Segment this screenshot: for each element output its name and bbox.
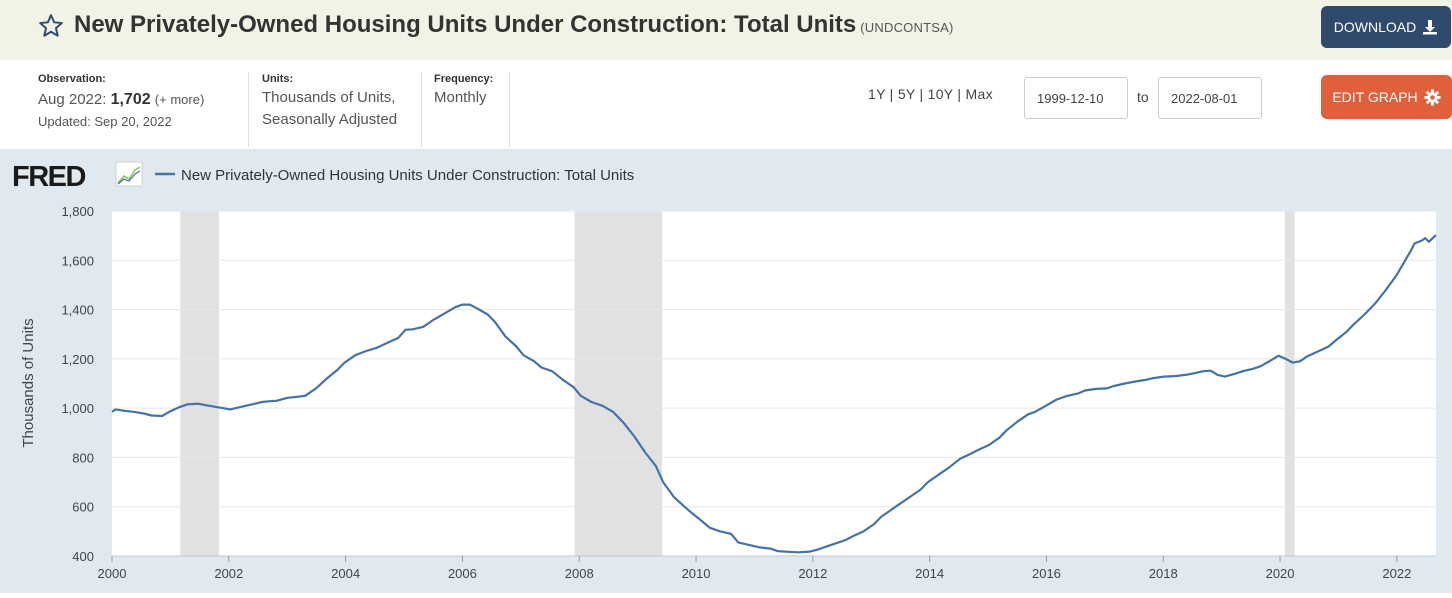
x-tick-2010: 2010	[682, 566, 711, 581]
observation-date: Aug 2022:	[38, 91, 107, 108]
y-tick-1,800: 1,800	[61, 204, 94, 219]
page-title: New Privately-Owned Housing Units Under …	[74, 11, 953, 39]
y-tick-1,400: 1,400	[61, 303, 94, 318]
units-line1: Thousands of Units,	[262, 89, 396, 106]
x-tick-2002: 2002	[214, 566, 243, 581]
y-tick-1,200: 1,200	[61, 352, 94, 367]
series-id: (UNDCONTSA)	[860, 20, 954, 35]
divider	[509, 72, 510, 147]
y-tick-600: 600	[72, 500, 94, 515]
download-label: DOWNLOAD	[1333, 19, 1417, 35]
edit-graph-label: EDIT GRAPH	[1332, 89, 1418, 105]
x-tick-2020: 2020	[1266, 566, 1295, 581]
start-date-input[interactable]: 1999-12-10	[1024, 77, 1128, 119]
updated-date: Updated: Sep 20, 2022	[38, 114, 172, 129]
x-tick-2022: 2022	[1382, 566, 1411, 581]
star-icon[interactable]	[38, 13, 64, 39]
fred-logo-text: FRED	[12, 161, 86, 193]
x-tick-2004: 2004	[331, 566, 360, 581]
recession-band-0	[180, 211, 219, 556]
graph-area: FRED New Privately-Owned Housing Units U…	[0, 149, 1452, 593]
legend-label: New Privately-Owned Housing Units Under …	[181, 167, 634, 184]
edit-graph-button[interactable]: EDIT GRAPH	[1321, 75, 1452, 119]
frequency-block: Frequency: Monthly	[434, 73, 493, 109]
units-label: Units:	[262, 73, 294, 85]
range-5y[interactable]: 5Y	[897, 86, 916, 102]
observation-value: 1,702	[110, 91, 151, 108]
range-max[interactable]: Max	[965, 86, 993, 102]
x-tick-2000: 2000	[98, 566, 127, 581]
y-axis-title: Thousands of Units	[20, 318, 37, 447]
divider	[248, 72, 249, 147]
y-tick-800: 800	[72, 450, 94, 465]
page-title-text: New Privately-Owned Housing Units Under …	[74, 11, 857, 38]
x-tick-2014: 2014	[915, 566, 944, 581]
y-tick-1,600: 1,600	[61, 253, 94, 268]
fred-logo[interactable]: FRED	[12, 161, 143, 193]
observation-label: Observation:	[38, 73, 106, 85]
x-tick-2018: 2018	[1149, 566, 1178, 581]
chart[interactable]: FRED New Privately-Owned Housing Units U…	[0, 149, 1452, 593]
plot-area	[112, 211, 1436, 556]
observation-line: Aug 2022: 1,702 (+ more)	[38, 89, 204, 111]
range-1y[interactable]: 1Y	[868, 86, 886, 102]
units-line2: Seasonally Adjusted	[262, 111, 398, 128]
recession-band-2	[1284, 211, 1295, 556]
y-tick-1,000: 1,000	[61, 401, 94, 416]
end-date-input[interactable]: 2022-08-01	[1158, 77, 1262, 119]
recession-band-1	[574, 211, 663, 556]
observation-block: Observation: Aug 2022: 1,702 (+ more) Up…	[38, 73, 204, 129]
x-tick-2006: 2006	[448, 566, 477, 581]
series-line	[111, 234, 1437, 554]
range-10y[interactable]: 10Y	[927, 86, 954, 102]
y-tick-400: 400	[72, 549, 94, 564]
frequency-label: Frequency:	[434, 73, 494, 85]
to-label: to	[1137, 89, 1149, 105]
download-icon	[1423, 20, 1438, 35]
divider	[421, 72, 422, 147]
range-selector: 1Y | 5Y | 10Y | Max	[868, 86, 993, 102]
gear-icon	[1424, 88, 1441, 106]
download-button[interactable]: DOWNLOAD	[1321, 6, 1451, 48]
header-band: New Privately-Owned Housing Units Under …	[0, 0, 1452, 60]
observation-more-link[interactable]: (+ more)	[154, 92, 205, 107]
frequency-value: Monthly	[434, 89, 487, 106]
x-tick-2008: 2008	[565, 566, 594, 581]
x-tick-2016: 2016	[1032, 566, 1061, 581]
x-tick-2012: 2012	[798, 566, 827, 581]
units-block: Units: Thousands of Units, Seasonally Ad…	[262, 73, 397, 131]
